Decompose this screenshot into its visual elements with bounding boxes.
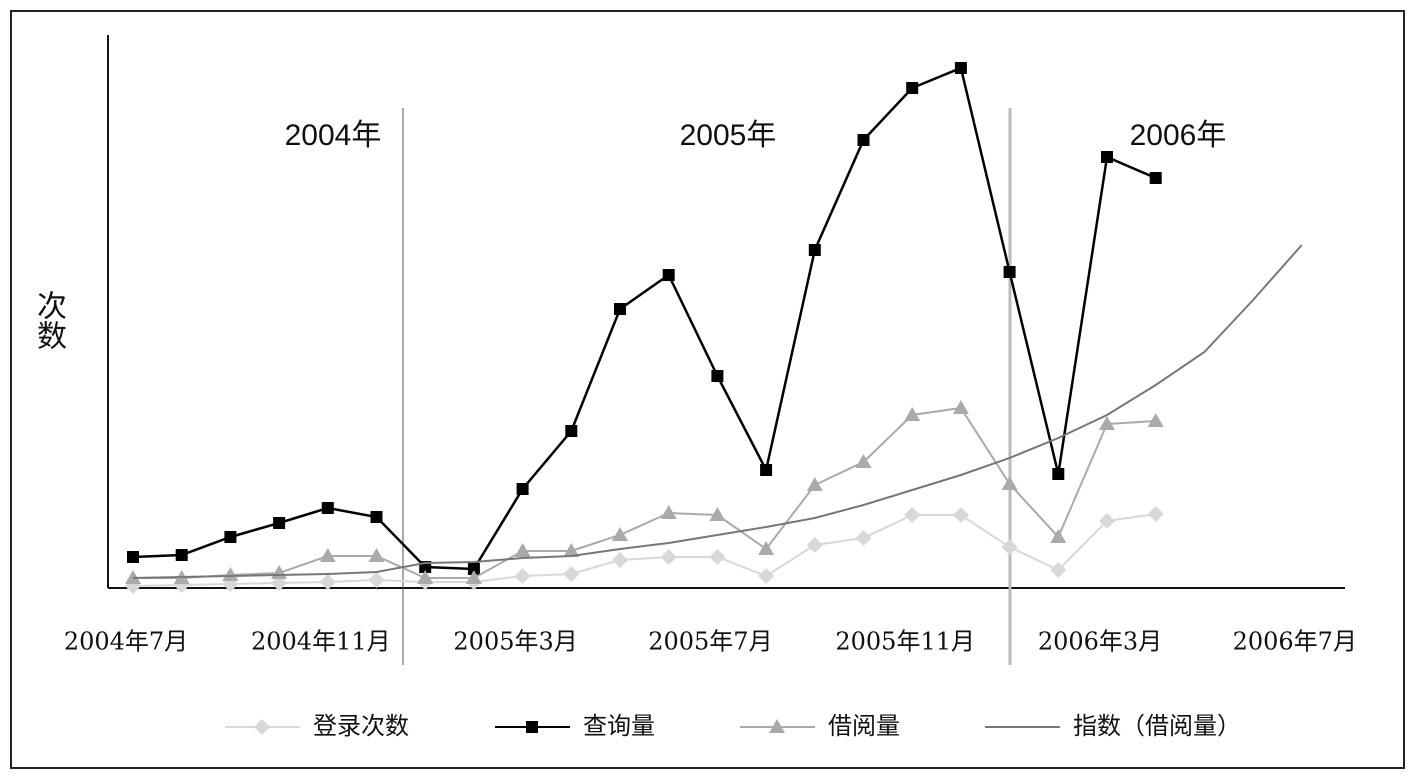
- data-point: [514, 543, 531, 557]
- data-point: [1003, 266, 1016, 278]
- series-line: [132, 66, 1157, 571]
- annotation: 2004年: [285, 119, 382, 152]
- data-point: [319, 548, 336, 562]
- data-point: [563, 566, 580, 582]
- data-point: [760, 464, 773, 476]
- data-point: [758, 541, 775, 555]
- data-point: [612, 527, 628, 541]
- data-point: [1052, 468, 1065, 480]
- x-tick-label: 2005年11月: [835, 628, 975, 656]
- data-point: [857, 134, 870, 146]
- data-point: [319, 574, 336, 590]
- legend-label: 查询量: [583, 712, 655, 740]
- data-point: [224, 531, 237, 543]
- data-point: [368, 548, 385, 562]
- data-point: [855, 530, 872, 546]
- data-point: [127, 551, 139, 563]
- data-point: [175, 549, 188, 561]
- data-point: [1099, 416, 1115, 430]
- data-point: [1101, 151, 1113, 163]
- data-point: [273, 517, 286, 529]
- series-line: [133, 406, 1156, 579]
- x-tick-label: 2004年7月: [64, 628, 188, 656]
- data-point: [906, 82, 919, 94]
- y-axis-label: 次数: [31, 290, 66, 350]
- legend-label: 指数（借阅量）: [1073, 712, 1241, 740]
- legend-label: 登录次数: [313, 712, 409, 740]
- series-line: [132, 244, 1303, 579]
- data-point: [1147, 506, 1164, 522]
- x-tick-label: 2004年11月: [251, 628, 391, 656]
- data-point: [565, 425, 578, 437]
- annotation: 2005年: [680, 119, 777, 152]
- x-tick-label: 2006年7月: [1233, 628, 1357, 656]
- data-point: [954, 62, 967, 74]
- data-point: [1149, 172, 1162, 184]
- data-point: [465, 570, 482, 584]
- data-point: [660, 505, 677, 519]
- x-tick-label: 2006年3月: [1038, 628, 1162, 656]
- data-point: [614, 303, 626, 315]
- data-point: [904, 507, 921, 523]
- data-point: [711, 370, 724, 382]
- data-point: [1001, 476, 1018, 490]
- data-point: [1001, 539, 1018, 555]
- data-point: [368, 572, 385, 588]
- data-point: [808, 244, 821, 256]
- data-point: [1147, 413, 1164, 427]
- annotation: 2006年: [1130, 119, 1227, 152]
- data-point: [855, 454, 872, 468]
- data-point: [709, 507, 726, 521]
- data-point: [709, 549, 726, 565]
- data-point: [321, 502, 334, 514]
- data-point: [612, 552, 628, 568]
- data-point: [1050, 562, 1067, 578]
- data-point: [514, 568, 531, 584]
- data-point: [370, 511, 383, 523]
- legend-marker: [254, 719, 270, 735]
- frame: [10, 10, 1405, 769]
- data-point: [952, 507, 969, 523]
- data-point: [806, 477, 823, 491]
- legend-label: 借阅量: [828, 712, 900, 740]
- data-point: [563, 543, 580, 557]
- legend-marker: [769, 719, 785, 733]
- data-point: [952, 400, 969, 414]
- data-point: [758, 568, 775, 584]
- data-point: [222, 567, 239, 581]
- data-point: [516, 483, 529, 495]
- legend-marker: [526, 721, 538, 733]
- data-point: [1050, 529, 1067, 543]
- data-point: [662, 269, 675, 281]
- data-point: [904, 407, 921, 421]
- data-point: [1099, 513, 1115, 529]
- x-tick-label: 2005年7月: [648, 628, 772, 656]
- data-point: [467, 563, 480, 575]
- data-point: [806, 537, 823, 553]
- data-point: [660, 549, 677, 565]
- data-point: [417, 570, 434, 584]
- series-line: [132, 513, 1156, 587]
- x-tick-label: 2005年3月: [453, 628, 577, 656]
